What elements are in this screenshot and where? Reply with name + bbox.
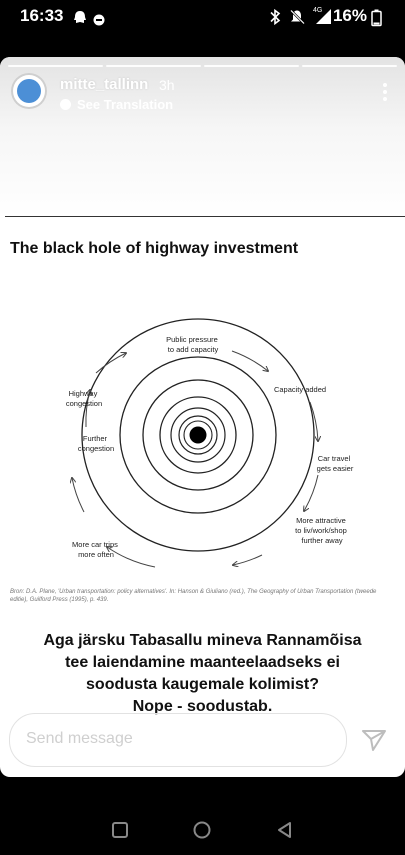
- avatar-image: [17, 79, 41, 103]
- back-icon[interactable]: [278, 822, 291, 838]
- avatar[interactable]: [13, 75, 45, 107]
- username[interactable]: mitte_tallinn: [60, 76, 149, 93]
- label-line: gets easier: [317, 464, 354, 473]
- caption-line: Nope - soodustab.: [132, 698, 273, 715]
- more-options-icon[interactable]: [383, 83, 389, 104]
- story-header-gradient: [0, 57, 405, 217]
- progress-segment: [106, 65, 201, 67]
- ghost-icon: [74, 11, 86, 23]
- story-age: 3h: [159, 77, 175, 93]
- label-public-pressure: Public pressure to add capacity: [166, 335, 220, 354]
- label-line: to liv/work/shop: [295, 526, 347, 535]
- send-message-placeholder: Send message: [26, 730, 133, 747]
- bluetooth-icon: [270, 8, 281, 26]
- mute-icon: [290, 9, 305, 25]
- label-more-car-trips: More car trips more often: [72, 540, 120, 559]
- caption-line: Aga järsku Tabasallu mineva Rannamõisa: [43, 632, 362, 649]
- source-citation: Bron: D.A. Plane, 'Urban transportation:…: [10, 589, 377, 603]
- send-message-input[interactable]: Send message: [9, 713, 347, 767]
- progress-segment: [204, 65, 299, 67]
- cycle-arrows: [72, 350, 318, 568]
- black-hole-center: [189, 426, 207, 444]
- label-car-travel: Car travel gets easier: [317, 454, 354, 473]
- label-line: further away: [301, 536, 343, 545]
- label-line: Further: [83, 434, 108, 443]
- ring: [119, 356, 277, 514]
- ring: [81, 318, 315, 552]
- globe-icon: [60, 99, 71, 110]
- label-line: Highway: [69, 389, 98, 398]
- story-progress-bar: [8, 65, 397, 67]
- progress-segment: [302, 65, 397, 67]
- status-time: 16:33: [20, 6, 64, 25]
- battery-percent: 16%: [332, 6, 367, 25]
- ring: [183, 420, 213, 450]
- navigation-bar: [112, 821, 291, 839]
- progress-segment: [8, 65, 103, 67]
- ring: [178, 415, 218, 455]
- label-line: congestion: [66, 399, 102, 408]
- label-line: Public pressure: [166, 335, 218, 344]
- divider: [5, 216, 405, 217]
- label-line: to add capacity: [168, 345, 219, 354]
- ring: [170, 407, 226, 463]
- label-line: Car travel: [318, 454, 351, 463]
- label-line: More car trips: [72, 540, 118, 549]
- label-line: more often: [78, 550, 114, 559]
- recents-icon[interactable]: [112, 822, 128, 838]
- send-icon[interactable]: [360, 726, 388, 754]
- label-line: More attractive: [296, 516, 346, 525]
- ring: [159, 396, 237, 474]
- status-bar: 16:33 4G 16%: [0, 0, 405, 32]
- see-translation-link[interactable]: See Translation: [60, 97, 173, 112]
- caption-line: soodusta kaugemale kolimist?: [86, 676, 319, 693]
- signal-icon: 4G: [313, 7, 331, 24]
- home-icon[interactable]: [193, 821, 211, 839]
- svg-text:4G: 4G: [313, 7, 322, 14]
- story-caption: Aga järsku Tabasallu mineva Rannamõisa t…: [20, 630, 385, 718]
- label-capacity-added: Capacity added: [274, 385, 326, 394]
- battery-icon: [371, 9, 382, 27]
- notification-dot-icon: [93, 14, 105, 26]
- ring: [142, 379, 254, 491]
- label-further-congestion: Further congestion: [78, 434, 114, 453]
- caption-line: tee laiendamine maanteelaadseks ei: [65, 654, 340, 671]
- story-viewer[interactable]: mitte_tallinn 3h See Translation The bla…: [0, 57, 405, 777]
- label-highway-congestion: Highway congestion: [66, 389, 102, 408]
- cycle-diagram: Public pressure to add capacity Capacity…: [66, 318, 354, 568]
- see-translation-label: See Translation: [77, 97, 174, 112]
- figure-title: The black hole of highway investment: [10, 240, 299, 257]
- label-line: congestion: [78, 444, 114, 453]
- label-more-attractive: More attractive to liv/work/shop further…: [295, 516, 349, 545]
